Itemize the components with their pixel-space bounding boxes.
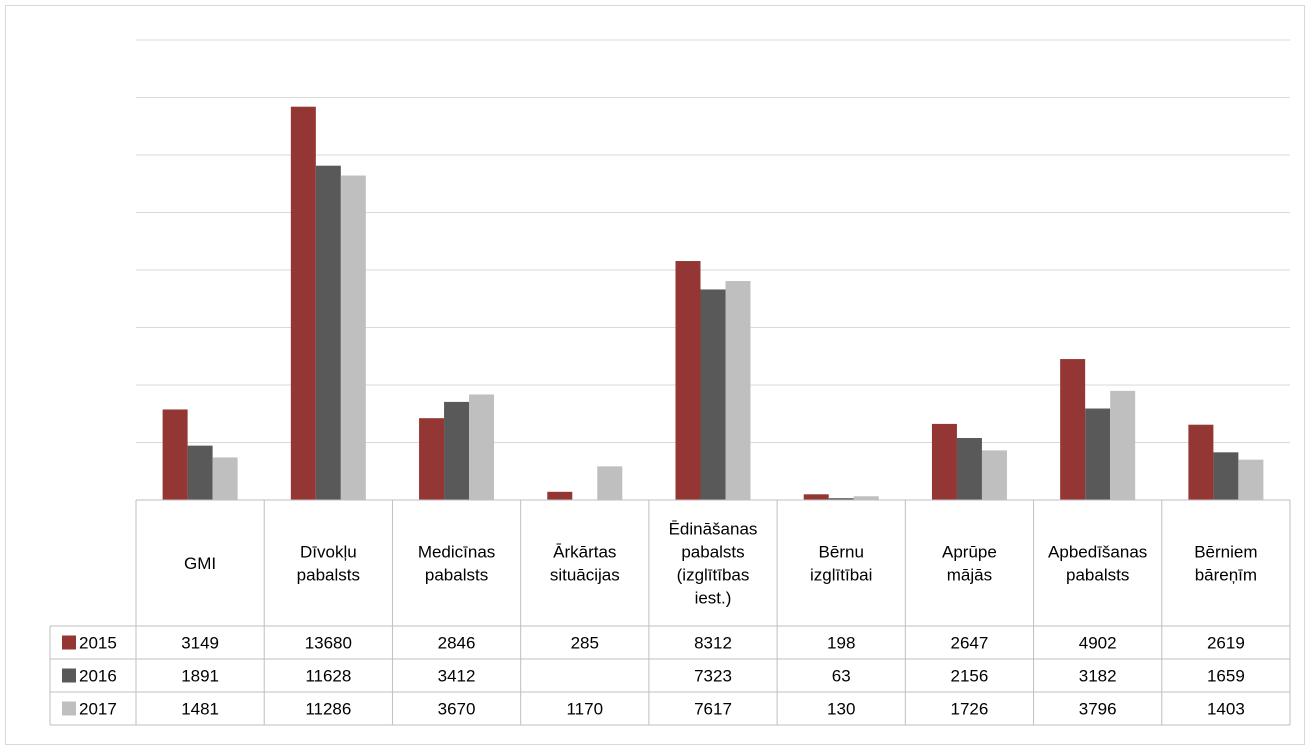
bar-2017-0 <box>212 457 238 500</box>
category-label: (izglītības <box>677 566 750 585</box>
bar-2017-3 <box>597 466 623 500</box>
bar-2016-1 <box>315 165 341 500</box>
chart-frame <box>5 5 1305 745</box>
category-label: situācijas <box>550 566 620 585</box>
category-label: Aprūpe <box>942 543 997 562</box>
table-cell: 2619 <box>1207 634 1245 653</box>
legend-swatch-2015 <box>62 635 76 650</box>
table-cell: 11628 <box>305 667 351 686</box>
bar-2015-8 <box>1188 424 1214 500</box>
bar-2017-8 <box>1238 459 1264 500</box>
legend-swatch-2017 <box>62 701 76 716</box>
bar-2016-7 <box>1085 408 1111 500</box>
table-cell: 1891 <box>181 667 219 686</box>
legend-label-2017: 2017 <box>79 700 117 719</box>
table-cell: 1659 <box>1207 667 1245 686</box>
bar-2017-1 <box>340 175 366 500</box>
category-label: Medicīnas <box>418 543 495 562</box>
table-cell: 3670 <box>438 700 476 719</box>
table-cell: 3182 <box>1079 667 1117 686</box>
category-label: iest.) <box>695 589 732 608</box>
bar-2015-3 <box>547 491 573 500</box>
table-cell: 2846 <box>438 634 476 653</box>
category-label: pabalsts <box>297 566 360 585</box>
table-cell: 13680 <box>305 634 352 653</box>
table-cell: 285 <box>571 634 599 653</box>
bar-2015-6 <box>931 423 957 500</box>
category-label: bāreņīm <box>1195 566 1257 585</box>
table-cell: 7323 <box>694 667 732 686</box>
category-label: GMI <box>184 554 216 573</box>
table-cell: 1170 <box>566 700 603 719</box>
table-cell: 1726 <box>951 700 989 719</box>
category-label: mājās <box>947 566 992 585</box>
category-label: Bērniem <box>1194 543 1257 562</box>
table-cell: 198 <box>827 634 855 653</box>
bar-2015-7 <box>1060 359 1086 500</box>
table-cell: 2647 <box>951 634 989 653</box>
table-cell: 130 <box>827 700 855 719</box>
table-cell: 4902 <box>1079 634 1117 653</box>
bar-2015-2 <box>419 418 445 500</box>
table-cell: 8312 <box>694 634 732 653</box>
table-cell: 63 <box>832 667 851 686</box>
category-label: Ēdināšanas <box>669 520 758 539</box>
bar-2015-0 <box>162 409 188 500</box>
bar-2016-8 <box>1213 452 1239 500</box>
category-label: pabalsts <box>425 566 488 585</box>
category-label: Bērnu <box>819 543 864 562</box>
table-cell: 3796 <box>1079 700 1117 719</box>
category-label: pabalsts <box>681 543 744 562</box>
category-label: Dīvokļu <box>300 543 357 562</box>
table-cell: 1481 <box>181 700 219 719</box>
bar-2016-6 <box>956 438 982 500</box>
legend-label-2015: 2015 <box>79 634 117 653</box>
bar-2016-2 <box>444 401 470 500</box>
bar-2015-1 <box>290 106 316 500</box>
bar-2017-4 <box>725 281 751 500</box>
table-cell: 2156 <box>951 667 989 686</box>
bar-2017-5 <box>853 496 879 500</box>
bar-2017-2 <box>469 394 495 500</box>
table-cell: 11286 <box>305 700 351 719</box>
bar-2015-5 <box>803 494 829 500</box>
category-label: Apbedīšanas <box>1048 543 1147 562</box>
table-cell: 3149 <box>181 634 219 653</box>
bar-2016-5 <box>828 498 854 500</box>
table-cell: 3412 <box>438 667 476 686</box>
category-label: pabalsts <box>1066 566 1129 585</box>
bar-2016-4 <box>700 289 726 500</box>
table-cell: 1403 <box>1207 700 1245 719</box>
legend-swatch-2016 <box>62 668 76 683</box>
table-cell: 7617 <box>694 700 732 719</box>
bar-2017-7 <box>1110 390 1136 500</box>
bar-2016-0 <box>187 445 213 500</box>
category-label: izglītībai <box>810 566 872 585</box>
bar-2017-6 <box>981 450 1007 500</box>
bar-2015-4 <box>675 261 701 500</box>
legend-label-2016: 2016 <box>79 667 117 686</box>
category-label: Ārkārtas <box>553 543 616 562</box>
